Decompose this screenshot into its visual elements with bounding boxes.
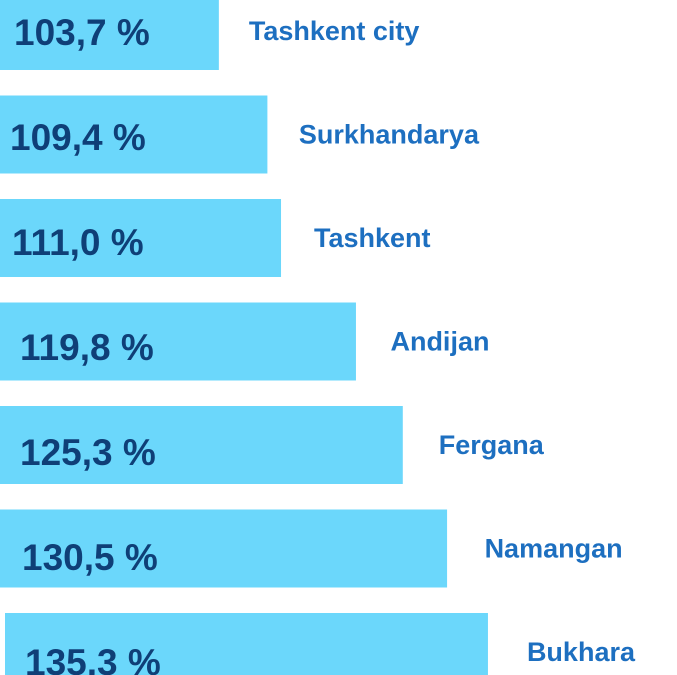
category-label: Bukhara [527, 637, 636, 667]
category-label: Surkhandarya [299, 120, 480, 150]
value-label: 125,3 % [20, 432, 156, 473]
value-label: 135,3 % [25, 642, 161, 675]
category-label: Tashkent [314, 223, 431, 253]
value-label: 111,0 % [12, 222, 144, 263]
bar [0, 406, 403, 484]
bar [0, 509, 448, 588]
bar [0, 302, 356, 381]
category-label: Tashkent city [249, 16, 420, 46]
category-label: Namangan [485, 534, 623, 564]
bar [0, 199, 282, 277]
value-label: 103,7 % [14, 12, 150, 53]
value-label: 130,5 % [22, 537, 158, 578]
value-label: 109,4 % [10, 117, 146, 158]
bar [0, 95, 268, 174]
value-label: 119,8 % [20, 327, 154, 368]
category-label: Andijan [390, 327, 489, 357]
category-label: Fergana [439, 430, 545, 460]
bar [5, 613, 488, 675]
bar [0, 0, 219, 70]
